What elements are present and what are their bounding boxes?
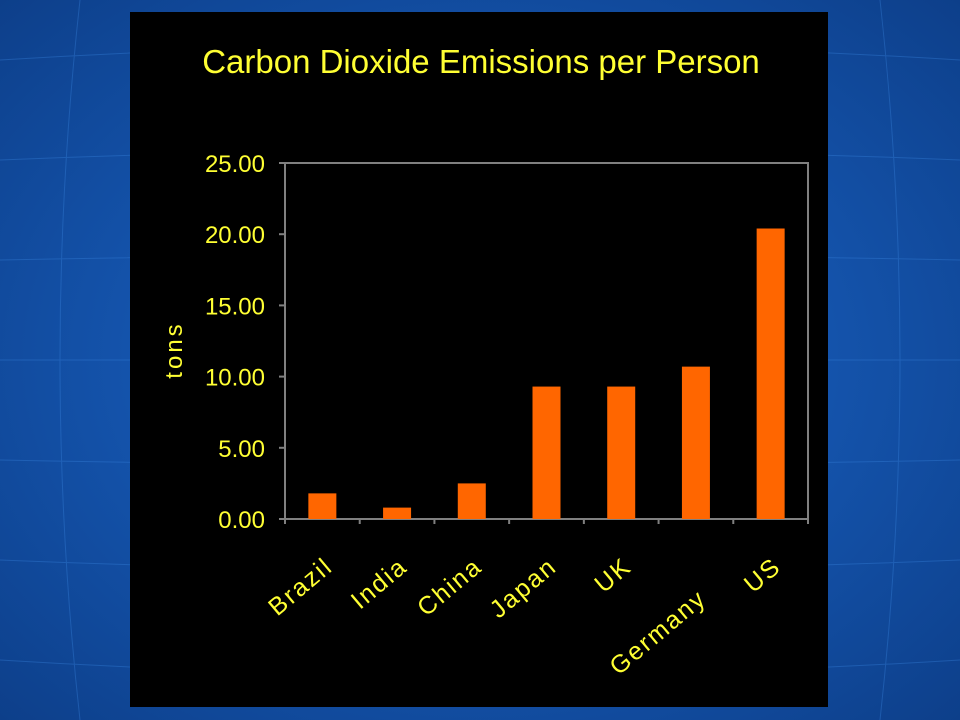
y-tick-label: 0.00 — [218, 507, 265, 534]
category-label: India — [346, 552, 413, 615]
y-tick-label: 5.00 — [218, 436, 265, 463]
category-label: US — [739, 552, 787, 598]
bar-chart: Carbon Dioxide Emissions per Person tons… — [161, 43, 809, 681]
y-tick-label: 15.00 — [205, 293, 265, 320]
bar-brazil — [308, 493, 337, 519]
category-label: China — [412, 552, 488, 622]
bar-china — [457, 483, 486, 519]
category-label: Japan — [485, 552, 563, 624]
bar-germany — [681, 366, 710, 519]
bar-uk — [607, 386, 636, 519]
category-label: Germany — [604, 584, 711, 681]
y-tick-label: 10.00 — [205, 365, 265, 392]
plot-area: 0.00 5.00 10.00 15.00 20.00 25.00 Brazil India C… — [205, 151, 809, 681]
chart-title: Carbon Dioxide Emissions per Person — [202, 43, 760, 80]
y-tick-label: 25.00 — [205, 151, 265, 178]
bar-us — [756, 228, 785, 519]
y-tick-label: 20.00 — [205, 222, 265, 249]
bar-japan — [532, 386, 561, 519]
bar-india — [383, 507, 412, 519]
category-label: UK — [589, 552, 637, 598]
y-axis-label: tons — [161, 321, 188, 378]
category-label: Brazil — [263, 552, 338, 621]
chart-panel: Carbon Dioxide Emissions per Person tons… — [130, 12, 828, 707]
